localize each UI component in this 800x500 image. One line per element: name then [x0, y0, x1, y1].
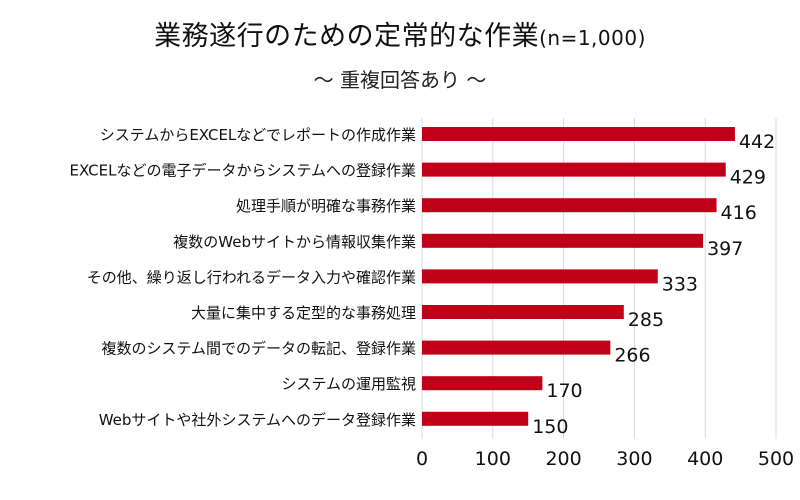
bar [422, 198, 717, 213]
data-label: 442 [739, 131, 775, 153]
bar [422, 411, 529, 426]
category-label: EXCELなどの電子データからシステムへの登録作業 [69, 162, 416, 180]
category-label: システムからEXCELなどでレポートの作成作業 [100, 126, 416, 144]
bar [422, 127, 735, 141]
x-tick-label: 100 [475, 448, 511, 470]
x-tick-label: 300 [616, 448, 652, 470]
x-tick-label: 0 [416, 448, 428, 470]
bar [422, 340, 611, 355]
data-label: 397 [707, 238, 743, 260]
category-label: 複数のシステム間でのデータの転記、登録作業 [101, 340, 416, 358]
data-label: 150 [532, 416, 568, 438]
x-tick-label: 200 [545, 448, 581, 470]
data-label: 416 [721, 202, 757, 224]
bar [422, 233, 704, 248]
chart-title-text: 業務遂行のための定常的な作業 [154, 21, 540, 52]
bar [422, 305, 624, 319]
chart-title-sample-size: (n=1,000) [539, 26, 646, 50]
category-label: Webサイトや社外システムへのデータ登録作業 [99, 411, 416, 429]
data-label: 333 [662, 273, 698, 295]
chart-subtitle: ～ 重複回答あり ～ [313, 68, 487, 92]
chart-title: 業務遂行のための定常的な作業(n=1,000) [0, 14, 800, 53]
bar [422, 162, 726, 177]
bar [422, 269, 658, 284]
category-label: システムの運用監視 [281, 375, 416, 393]
data-label: 170 [546, 380, 582, 402]
x-tick-label: 400 [687, 448, 723, 470]
bar [422, 376, 543, 391]
data-label: 285 [628, 309, 664, 331]
data-label: 429 [730, 167, 766, 189]
category-label: その他、繰り返し行われるデータ入力や確認作業 [87, 268, 416, 286]
x-tick-label: 500 [758, 448, 794, 470]
category-label: 複数のWebサイトから情報収集作業 [173, 233, 416, 251]
data-label: 266 [614, 345, 650, 367]
category-label: 処理手順が明確な事務作業 [236, 197, 416, 215]
category-label: 大量に集中する定型的な事務処理 [191, 304, 416, 322]
